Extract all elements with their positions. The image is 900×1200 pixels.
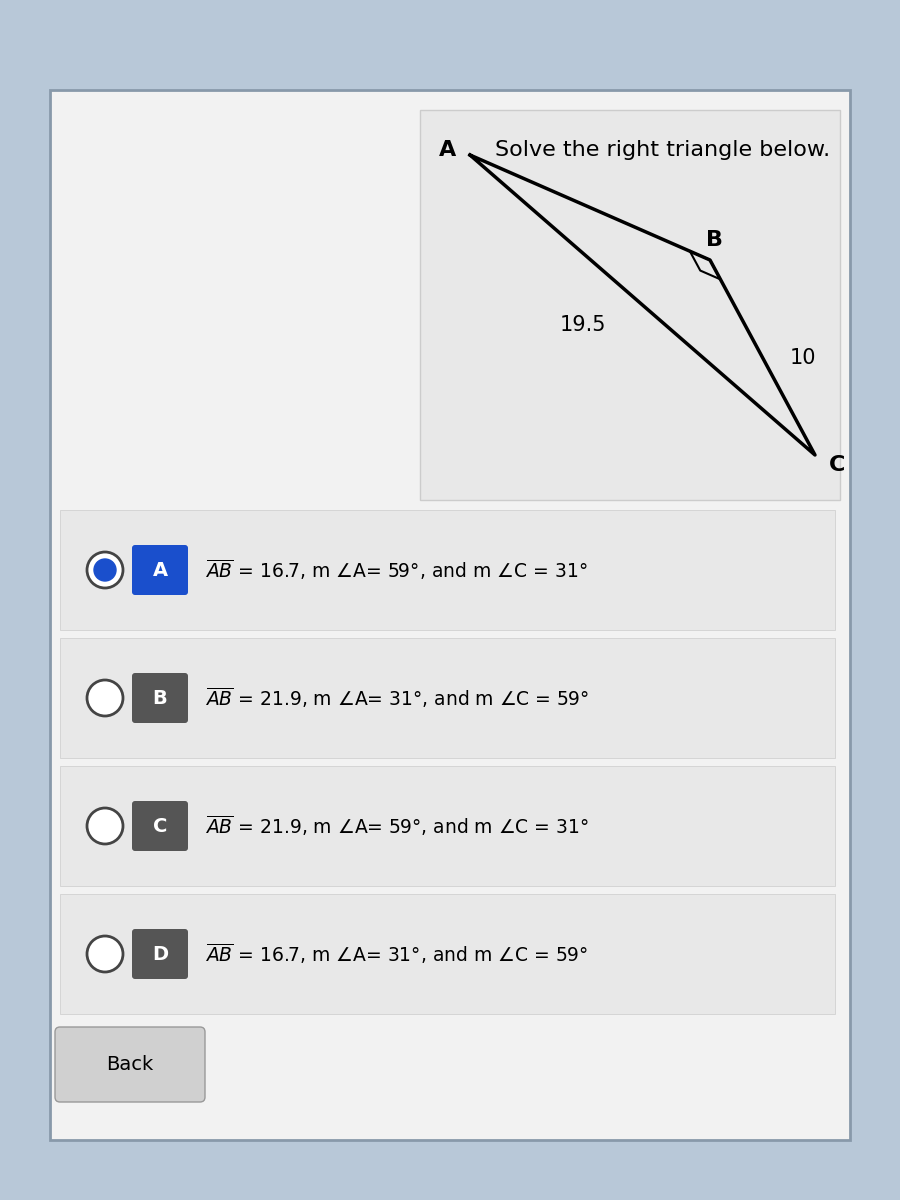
Bar	[60, 638, 835, 758]
Circle shape	[87, 936, 123, 972]
Bar	[420, 110, 840, 500]
Text: A: A	[439, 140, 456, 160]
FancyBboxPatch shape	[132, 802, 188, 851]
Text: B: B	[153, 689, 167, 708]
FancyBboxPatch shape	[132, 929, 188, 979]
Bar	[60, 510, 835, 630]
Text: B: B	[706, 230, 724, 250]
FancyBboxPatch shape	[132, 545, 188, 595]
Text: $\overline{AB}$ = 21.9, m ∠A= 59°, and m ∠C = 31°: $\overline{AB}$ = 21.9, m ∠A= 59°, and m…	[205, 814, 589, 839]
Text: A: A	[152, 560, 167, 580]
Text: C: C	[153, 816, 167, 835]
Bar	[50, 90, 850, 1140]
Text: $\overline{AB}$ = 16.7, m ∠A= 59°, and m ∠C = 31°: $\overline{AB}$ = 16.7, m ∠A= 59°, and m…	[205, 558, 588, 582]
Text: Back: Back	[106, 1055, 154, 1074]
Circle shape	[87, 552, 123, 588]
Circle shape	[94, 559, 116, 581]
Text: C: C	[829, 455, 845, 475]
Text: $\overline{AB}$ = 16.7, m ∠A= 31°, and m ∠C = 59°: $\overline{AB}$ = 16.7, m ∠A= 31°, and m…	[205, 942, 588, 966]
Text: 10: 10	[789, 348, 815, 367]
Circle shape	[87, 808, 123, 844]
Circle shape	[87, 680, 123, 716]
Text: Solve the right triangle below.: Solve the right triangle below.	[495, 140, 830, 160]
Text: 19.5: 19.5	[559, 314, 606, 335]
Bar	[60, 894, 835, 1014]
Bar	[60, 766, 835, 886]
FancyBboxPatch shape	[55, 1027, 205, 1102]
FancyBboxPatch shape	[132, 673, 188, 722]
Text: $\overline{AB}$ = 21.9, m ∠A= 31°, and m ∠C = 59°: $\overline{AB}$ = 21.9, m ∠A= 31°, and m…	[205, 685, 589, 710]
Text: D: D	[152, 944, 168, 964]
